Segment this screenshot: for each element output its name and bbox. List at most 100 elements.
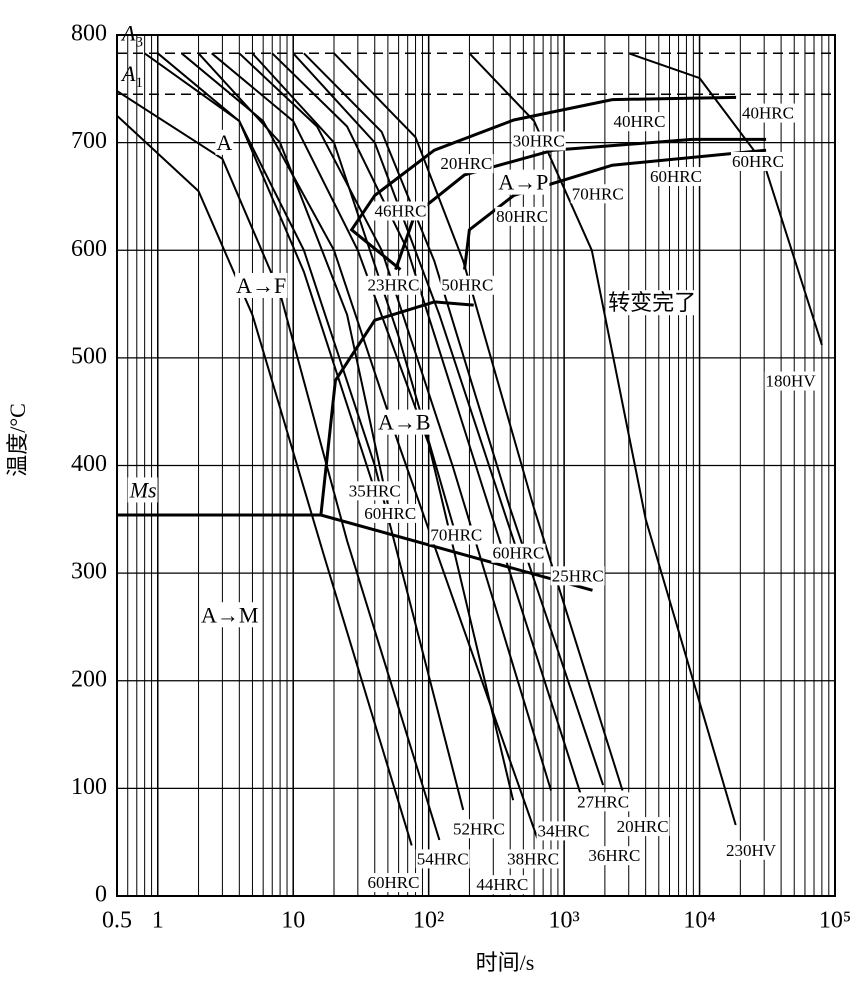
reference-subscript: 1 (135, 76, 143, 92)
annotation-background (127, 477, 158, 503)
y-tick-label: 200 (71, 666, 107, 692)
annotation-background (363, 503, 418, 523)
annotation-background (615, 817, 670, 837)
annotation: A→P (498, 170, 548, 195)
annotation-background (475, 875, 530, 895)
annotation-background (366, 873, 421, 893)
annotation: 23HRC (368, 276, 420, 295)
annotation: 60HRC (732, 152, 784, 171)
cooling-curve (468, 52, 737, 826)
annotation: 40HRC (742, 104, 794, 123)
annotation-background (495, 206, 550, 226)
x-tick-label: 0.5 (102, 908, 132, 934)
annotation: A→M (201, 602, 258, 627)
annotation: 40HRC (613, 112, 665, 131)
annotation-background (373, 201, 428, 221)
annotation: A→B (378, 410, 431, 435)
cooling-curve (180, 52, 539, 841)
annotation: 35HRC (349, 481, 401, 500)
annotation: 60HRC (364, 504, 416, 523)
x-tick-label: 1 (152, 908, 164, 934)
annotation-background (506, 849, 561, 869)
annotation: 34HRC (538, 821, 590, 840)
annotation: 52HRC (453, 819, 505, 838)
reference-symbol: A (120, 61, 136, 86)
curves (116, 52, 835, 846)
cooling-curve (271, 52, 584, 801)
annotation: 70HRC (572, 184, 624, 203)
annotation-background (366, 275, 421, 295)
annotation-background (415, 849, 470, 869)
annotation: 30HRC (513, 132, 565, 151)
plot-frame (116, 34, 836, 897)
x-tick-label: 10³ (549, 908, 580, 934)
annotation: 180HV (766, 372, 817, 391)
annotation-background (725, 840, 778, 860)
annotation: 80HRC (496, 207, 548, 226)
annotation: 60HRC (492, 544, 544, 563)
y-tick-label: 400 (71, 451, 107, 477)
annotation-background (497, 169, 550, 195)
annotation-background (550, 566, 605, 586)
transformation-boundary (117, 513, 593, 592)
annotation-background (612, 112, 667, 132)
y-tick-label: 800 (71, 21, 107, 47)
reference-label: A3 (120, 20, 143, 50)
y-tick-label: 0 (95, 882, 107, 908)
annotation-background (235, 272, 288, 298)
annotation: 转变完了 (608, 290, 696, 315)
annotation: 36HRC (588, 846, 640, 865)
annotation: 20HRC (440, 154, 492, 173)
annotation: Ms (129, 477, 157, 502)
annotation: 230HV (726, 841, 777, 860)
annotation-background (570, 184, 625, 204)
x-axis-title: 时间/s (476, 950, 535, 975)
reference-subscript: 3 (135, 35, 143, 51)
annotation: 60HRC (368, 873, 420, 892)
y-tick-label: 100 (71, 774, 107, 800)
annotation-background (740, 103, 795, 123)
annotation: 70HRC (430, 525, 482, 544)
labels: 0 100 200 300 400 500 600 700 800 0.5 1 10 10² 10³ 10⁴… (71, 20, 851, 933)
annotation: 38HRC (507, 849, 559, 868)
x-tick-label: 10² (413, 908, 444, 934)
annotation-background (215, 129, 234, 155)
reference-symbol: A (120, 20, 136, 45)
annotation: 60HRC (650, 167, 702, 186)
y-tick-label: 300 (71, 559, 107, 585)
cooling-curve (628, 52, 823, 346)
y-axis-title: 温度/°C (5, 403, 30, 477)
annotation-background (649, 167, 703, 187)
annotation-background (200, 602, 260, 628)
x-tick-label: 10 (281, 908, 305, 934)
y-tick-label: 600 (71, 236, 107, 262)
annotation: 46HRC (375, 201, 427, 220)
cooling-curve (211, 52, 515, 801)
annotation-background (439, 154, 494, 174)
x-tick-label: 10⁴ (683, 908, 715, 934)
annotation-background (587, 846, 642, 866)
annotation: 20HRC (617, 817, 669, 836)
y-tick-label: 700 (71, 128, 107, 154)
annotation-background (440, 275, 495, 295)
cooling-curve (157, 52, 376, 491)
transformation-boundary (319, 300, 474, 516)
x-tick-label: 10⁵ (819, 908, 851, 934)
annotation: 44HRC (476, 875, 528, 894)
annotation-background (347, 481, 402, 501)
reference-label: A1 (120, 61, 143, 91)
annotation-background (429, 525, 484, 545)
annotation: A→F (236, 273, 286, 298)
y-tick-label: 500 (71, 343, 107, 369)
annotation: 54HRC (417, 849, 469, 868)
transformation-boundary (463, 148, 767, 270)
annotation: 25HRC (552, 566, 604, 585)
annotation-background (491, 543, 546, 563)
annotation: A (216, 130, 232, 155)
cooling-curve (116, 114, 413, 846)
cooling-curve (238, 52, 552, 791)
cooling-curve (197, 52, 392, 516)
annotation: 50HRC (441, 276, 493, 295)
cooling-curve (333, 52, 624, 791)
